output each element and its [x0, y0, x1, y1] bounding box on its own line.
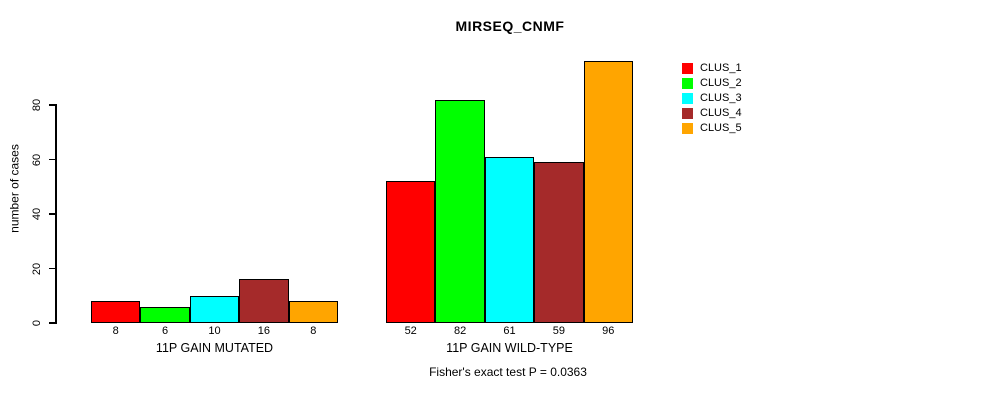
- bar-value-label: 52: [404, 325, 417, 337]
- bar-value-label: 8: [112, 325, 119, 337]
- legend-swatch-clus_1: [682, 63, 693, 74]
- legend-swatch-clus_4: [682, 108, 693, 119]
- x-group-label: 11P GAIN MUTATED: [155, 341, 274, 355]
- y-axis-tick-label: 80: [31, 98, 43, 112]
- bar-clus_2: [140, 306, 190, 323]
- bar-clus_4: [239, 279, 289, 323]
- bar-value-label: 6: [162, 325, 169, 337]
- bar-value-label: 10: [208, 325, 221, 337]
- bar-value-label: 8: [310, 325, 317, 337]
- y-axis-tick-label: 0: [31, 319, 43, 327]
- bar-value-label: 59: [552, 325, 565, 337]
- bar-clus_1: [91, 301, 141, 323]
- bar-value-label: 82: [453, 325, 467, 337]
- bar-clus_3: [189, 295, 240, 323]
- bar-clus_2: [435, 99, 485, 323]
- legend-label: CLUS_3: [700, 92, 742, 104]
- y-axis-label: number of cases: [7, 144, 22, 233]
- bar-clus_5: [288, 301, 338, 323]
- bar-clus_1: [386, 181, 436, 323]
- legend-swatch-clus_3: [682, 93, 693, 104]
- y-axis-tick-label: 20: [31, 262, 43, 275]
- annotation-fisher-test: Fisher's exact test P = 0.0363: [429, 365, 587, 379]
- x-group-label: 11P GAIN WILD-TYPE: [446, 341, 573, 355]
- legend-item: CLUS_2: [682, 76, 742, 91]
- bar-clus_4: [534, 162, 584, 323]
- legend-swatch-clus_2: [682, 78, 693, 89]
- legend-swatch-clus_5: [682, 123, 693, 134]
- y-axis-tick-label: 40: [31, 207, 43, 221]
- legend-label: CLUS_1: [700, 62, 742, 74]
- y-axis-tick: [49, 267, 56, 270]
- legend-label: CLUS_4: [700, 107, 742, 119]
- legend: CLUS_1 CLUS_2 CLUS_3 CLUS_4 CLUS_5: [682, 61, 742, 136]
- legend-label: CLUS_5: [700, 122, 742, 134]
- y-axis-tick: [49, 158, 56, 161]
- y-axis-tick: [49, 322, 56, 324]
- bar-value-label: 61: [503, 325, 516, 337]
- y-axis-tick: [49, 213, 56, 215]
- y-axis-tick: [49, 104, 56, 106]
- bar-clus_3: [484, 156, 535, 323]
- bar-value-label: 16: [257, 325, 270, 337]
- legend-label: CLUS_2: [700, 77, 742, 89]
- legend-item: CLUS_4: [682, 106, 742, 121]
- legend-item: CLUS_5: [682, 121, 742, 136]
- bar-value-label: 96: [602, 325, 615, 337]
- legend-item: CLUS_3: [682, 91, 742, 106]
- y-axis-tick-label: 60: [31, 153, 43, 166]
- bar-clus_5: [583, 61, 633, 323]
- chart-title: MIRSEQ_CNMF: [455, 18, 565, 34]
- legend-item: CLUS_1: [682, 61, 742, 76]
